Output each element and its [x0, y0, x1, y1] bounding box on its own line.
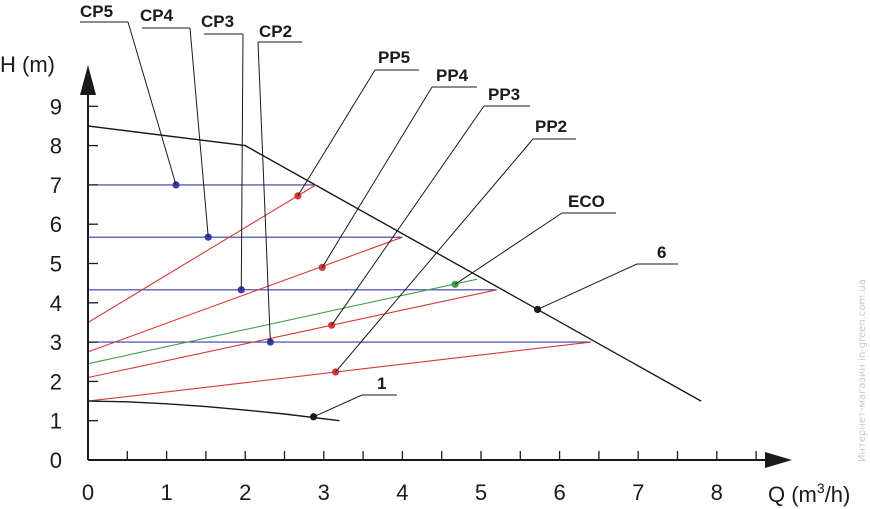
x-tick-label: 5: [475, 480, 487, 505]
callout-leader-pp5: [297, 69, 376, 197]
series-line-1: [87, 400, 340, 422]
callout-leader-pp4: [321, 86, 433, 268]
y-tick-label: 9: [50, 94, 62, 119]
x-axis-title-tail: /h): [825, 482, 851, 507]
curve-label-pp3: PP3: [488, 85, 520, 104]
curve-label-eco: ECO: [568, 192, 605, 211]
callout-leader-cp2: [257, 41, 271, 343]
x-tick-label: 2: [239, 480, 251, 505]
y-axis-title: H (m): [0, 52, 55, 77]
series-line-eco: [87, 278, 478, 365]
callout-leader-pp3: [331, 105, 485, 326]
series-line-6: [87, 125, 702, 402]
y-tick-label: 8: [50, 134, 62, 159]
marker-cp3: [237, 286, 245, 294]
curve-label-pp2: PP2: [535, 117, 567, 136]
curve-label-6: 6: [657, 243, 666, 262]
series-line-pp5: [87, 184, 317, 323]
callout-leader-1: [313, 394, 363, 418]
curve-label-cp3: CP3: [201, 12, 234, 31]
x-axis-arrow: [765, 452, 792, 468]
watermark-text: Интернет-магазин in-green.com.ua: [857, 279, 868, 462]
y-tick-label: 1: [50, 409, 62, 434]
callout-leader-6: [537, 263, 638, 310]
y-tick-label: 5: [50, 252, 62, 277]
x-axis-title: Q (m3/h): [768, 480, 850, 507]
curve-label-cp4: CP4: [140, 6, 174, 25]
x-tick-label: 4: [396, 480, 408, 505]
series-line-pp4: [87, 236, 403, 353]
series-layer: [87, 125, 702, 422]
callout-leader-cp4: [189, 27, 209, 238]
x-tick-label: 8: [711, 480, 723, 505]
y-tick-label: 4: [50, 291, 62, 316]
x-tick-label: 3: [318, 480, 330, 505]
x-tick-label: 1: [160, 480, 172, 505]
curve-label-1: 1: [377, 374, 386, 393]
callout-leader-eco: [454, 212, 563, 285]
x-axis-title-main: Q (m: [768, 482, 817, 507]
curve-label-cp5: CP5: [80, 2, 113, 21]
ticks-layer: 0 1 2 3 4 5 6 7 8 0 1 2 3 4 5 6 7 8 9: [50, 94, 757, 505]
y-tick-label: 3: [50, 330, 62, 355]
series-line-pp2: [87, 341, 592, 402]
x-tick-label: 0: [82, 480, 94, 505]
y-tick-label: 0: [50, 448, 62, 473]
curve-label-cp2: CP2: [259, 22, 292, 41]
series-line-pp3: [87, 289, 497, 379]
curve-label-pp5: PP5: [378, 48, 410, 67]
x-tick-label: 6: [553, 480, 565, 505]
callout-leader-cp3: [240, 33, 244, 290]
x-axis-title-sup: 3: [817, 480, 825, 496]
y-tick-label: 6: [50, 212, 62, 237]
y-axis-arrow: [80, 65, 96, 95]
callout-leader-cp5: [127, 21, 177, 186]
x-tick-label: 7: [632, 480, 644, 505]
axes-layer: [80, 65, 792, 468]
y-tick-label: 2: [50, 369, 62, 394]
callout-leader-pp2: [335, 138, 534, 373]
curve-label-pp4: PP4: [436, 66, 469, 85]
y-tick-label: 7: [50, 173, 62, 198]
annotation-layer: CP5 CP4 CP3 CP2 PP5 PP4 PP3 PP2 ECO 6 1: [80, 2, 678, 418]
